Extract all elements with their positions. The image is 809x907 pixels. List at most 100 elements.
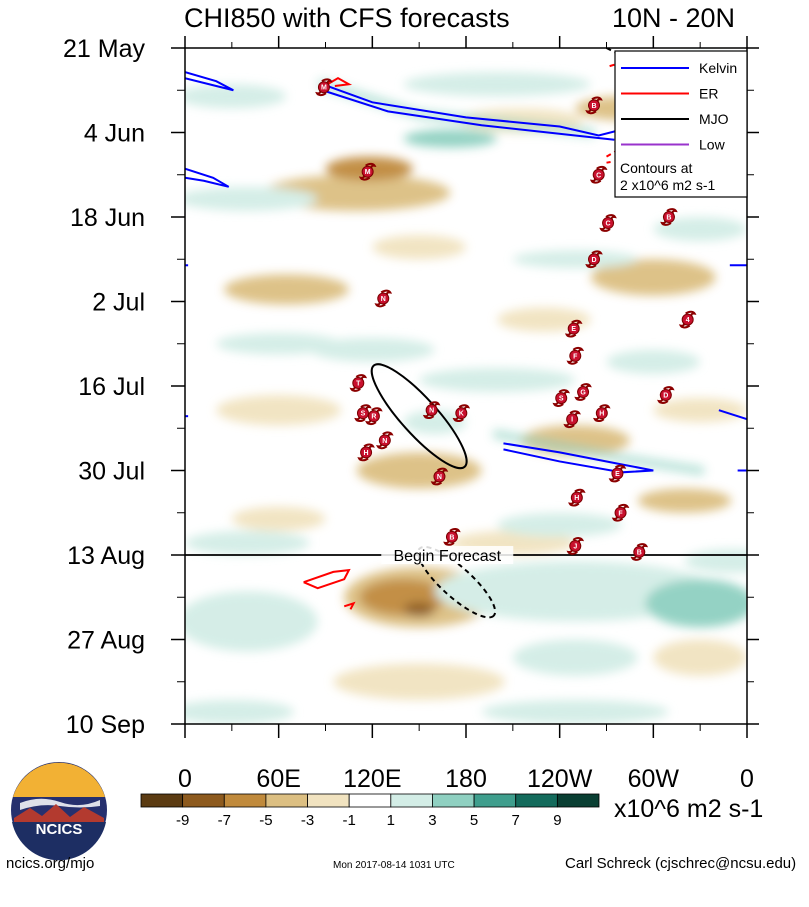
storm-marker: K [452, 404, 471, 423]
x-tick-label: 60W [628, 765, 680, 793]
storm-marker: M [315, 78, 333, 97]
x-axis: 0 60E 120E 180 120W 60W 0 [178, 36, 754, 793]
chart-region: 10N - 20N [612, 3, 736, 33]
x-tick-label: 120W [527, 765, 593, 793]
svg-text:G: G [580, 390, 586, 397]
svg-text:N: N [382, 438, 387, 445]
storm-marker: D [657, 386, 675, 404]
storm-marker: T [349, 374, 368, 392]
legend: Kelvin ER MJO Low Contours at2 x10^6 m2 s-1 [614, 50, 748, 198]
storm-marker: E [608, 464, 627, 483]
legend-label: ER [699, 86, 718, 102]
x-tick-label: 60E [256, 765, 300, 793]
storm-marker: B [443, 528, 461, 546]
storm-marker: C [599, 214, 617, 232]
svg-text:R: R [371, 414, 376, 421]
svg-text:S: S [559, 396, 564, 403]
colorbar-swatch [182, 793, 225, 808]
storm-marker: E [564, 319, 583, 338]
mjo-contour [370, 363, 468, 470]
storm-marker: B [630, 543, 649, 561]
svg-text:M: M [365, 169, 371, 176]
colorbar-swatch [140, 793, 184, 808]
colorbar-units: x10^6 m2 s-1 [614, 795, 763, 823]
y-tick-label: 27 Aug [67, 627, 145, 655]
y-tick-label: 13 Aug [67, 542, 145, 570]
legend-label: Low [699, 137, 726, 153]
svg-text:H: H [574, 495, 579, 502]
footer-site: ncics.org/mjo [6, 855, 95, 872]
svg-text:I: I [571, 417, 573, 424]
svg-text:J: J [573, 543, 577, 550]
svg-text:E: E [571, 326, 576, 333]
colorbar-swatch [307, 793, 350, 808]
storm-marker: N [374, 289, 393, 308]
storm-marker: B [660, 208, 678, 226]
colorbar-label: 7 [512, 812, 520, 829]
x-tick-label: 180 [445, 765, 487, 793]
y-tick-label: 21 May [63, 35, 145, 63]
svg-text:C: C [606, 221, 611, 228]
er-contour [343, 601, 356, 610]
storm-marker: D [585, 250, 603, 269]
svg-text:T: T [356, 380, 361, 387]
svg-text:E: E [615, 471, 620, 478]
storm-marker: I [563, 410, 581, 429]
storm-marker: S [354, 404, 372, 423]
svg-text:N: N [437, 474, 442, 481]
ncics-logo: NCICS [11, 762, 107, 861]
y-tick-label: 10 Sep [66, 711, 145, 739]
y-tick-label: 30 Jul [78, 458, 145, 486]
storm-marker: J [566, 537, 585, 555]
storm-marker: G [574, 383, 592, 401]
storm-marker: N [422, 401, 441, 420]
colorbar-swatch [473, 793, 517, 808]
svg-text:N: N [381, 296, 386, 303]
storm-marker: N [430, 467, 449, 486]
colorbar-swatch [515, 793, 558, 808]
svg-text:H: H [599, 411, 604, 418]
svg-text:D: D [663, 393, 668, 400]
x-tick-label: 120E [343, 765, 401, 793]
svg-text:H: H [364, 450, 369, 457]
colorbar-label: -9 [176, 812, 189, 829]
svg-text:F: F [573, 353, 578, 360]
chart-title: CHI850 with CFS forecasts [184, 3, 510, 33]
svg-text:M: M [321, 85, 327, 92]
svg-text:D: D [591, 257, 596, 264]
svg-text:B: B [449, 534, 454, 541]
svg-text:B: B [666, 215, 671, 222]
colorbar-label: -1 [343, 812, 356, 829]
y-tick-label: 16 Jul [78, 373, 145, 401]
y-tick-label: 4 Jun [84, 120, 145, 148]
storm-marker: M [358, 162, 377, 181]
storm-marker: H [568, 488, 586, 507]
storm-marker: S [552, 389, 571, 407]
y-tick-label: 18 Jun [70, 204, 145, 232]
colorbar-label: -3 [301, 812, 314, 829]
legend-label: Kelvin [699, 60, 737, 76]
svg-text:K: K [459, 411, 464, 418]
y-tick-label: 2 Jul [92, 289, 145, 317]
logo-text: NCICS [36, 821, 83, 838]
colorbar-swatch [432, 793, 475, 808]
svg-text:S: S [361, 411, 366, 418]
svg-text:4: 4 [686, 317, 690, 324]
storm-marker: B [585, 96, 603, 115]
colorbar-label: -7 [218, 812, 231, 829]
legend-label: MJO [699, 111, 729, 127]
begin-forecast: Begin Forecast [185, 546, 747, 565]
svg-text:C: C [596, 172, 601, 179]
svg-text:B: B [591, 103, 596, 110]
forecast-label: Begin Forecast [393, 548, 501, 565]
storm-marker: R [365, 407, 383, 426]
footer-timestamp: Mon 2017-08-14 1031 UTC [333, 860, 455, 871]
colorbar-swatch [223, 793, 267, 808]
er-contour [321, 77, 353, 89]
storm-marker: H [357, 443, 375, 462]
colorbar-swatch [265, 793, 308, 808]
svg-text:F: F [618, 510, 623, 517]
storm-marker: F [611, 503, 630, 522]
